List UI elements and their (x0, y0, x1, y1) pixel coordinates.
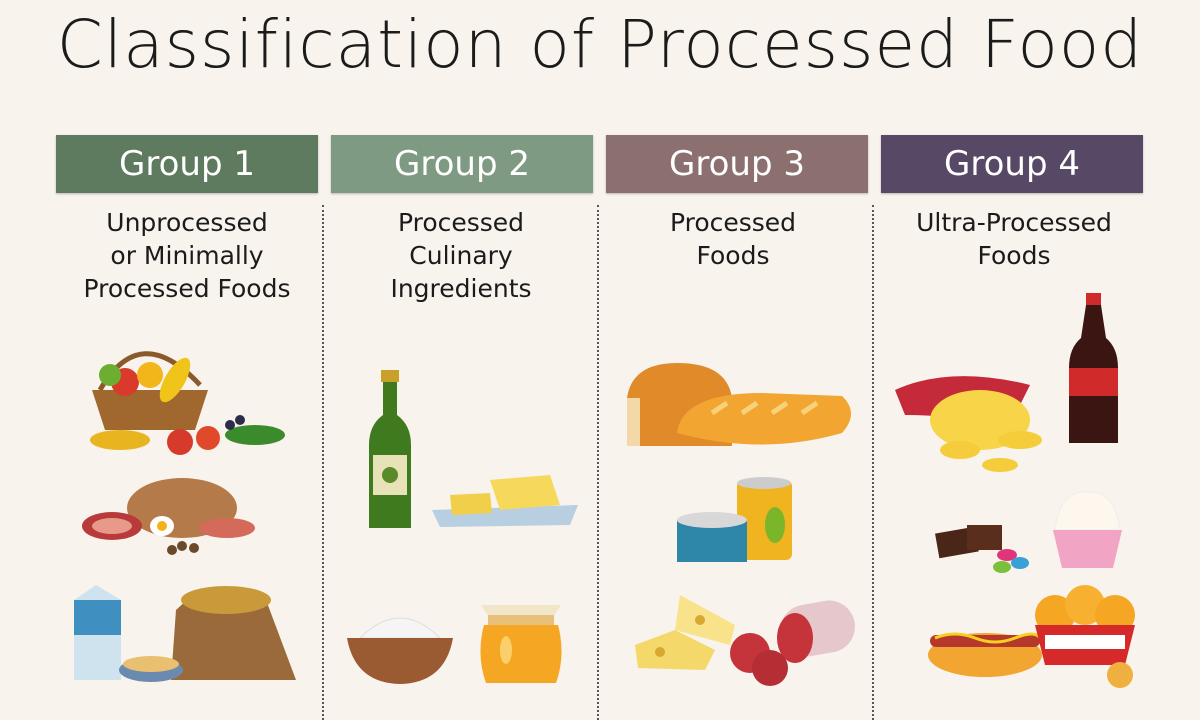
description-line: Processed Foods (83, 274, 291, 303)
fruit-vegetable-basket-icon (90, 351, 285, 455)
canned-foods-icon (677, 477, 792, 562)
group-2-description: Processed Culinary Ingredients (326, 206, 596, 305)
group-3-description: Processed Foods (598, 206, 868, 272)
column-divider (597, 205, 599, 720)
chocolate-candy-icon (935, 525, 1029, 573)
description-line: Foods (977, 241, 1051, 270)
description-line: Unprocessed (106, 208, 268, 237)
meat-poultry-eggs-icon (82, 478, 255, 555)
page-title: Classification of Processed Food (56, 6, 1144, 83)
hot-dog-icon (928, 632, 1042, 677)
description-line: Processed (669, 208, 797, 237)
cheese-icon (635, 595, 735, 670)
group-4-description: Ultra-Processed Foods (879, 206, 1149, 272)
column-divider (872, 205, 874, 720)
description-line: Ingredients (390, 274, 532, 303)
group-3-header: Group 3 (606, 135, 868, 193)
bread-icon (627, 363, 851, 446)
group-1-description: Unprocessed or Minimally Processed Foods (52, 206, 322, 305)
butter-icon (432, 475, 578, 527)
group-4-header: Group 4 (881, 135, 1143, 193)
group-2-header: Group 2 (331, 135, 593, 193)
milk-grains-legumes-icon (74, 585, 296, 682)
group-1-header: Group 1 (56, 135, 318, 193)
salami-icon (730, 600, 855, 686)
description-line: Ultra-Processed (916, 208, 1112, 237)
olive-oil-icon (369, 370, 411, 528)
chicken-nuggets-icon (1035, 585, 1135, 688)
description-line: or Minimally (110, 241, 264, 270)
description-line: Culinary (409, 241, 513, 270)
soda-icon (1069, 293, 1118, 443)
chips-icon (895, 376, 1042, 472)
description-line: Processed (397, 208, 525, 237)
cupcake-icon (1053, 491, 1122, 568)
description-line: Foods (696, 241, 770, 270)
column-divider (322, 205, 324, 720)
salt-flour-icon (347, 617, 453, 684)
honey-icon (480, 605, 562, 683)
